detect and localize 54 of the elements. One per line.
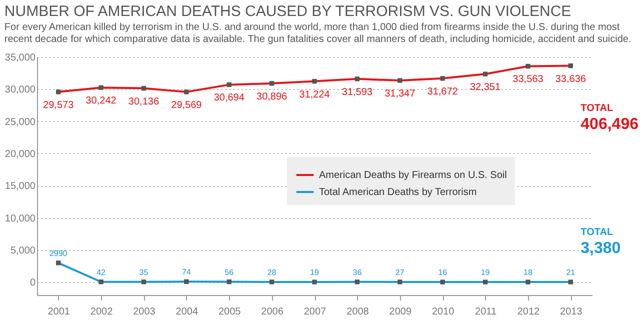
y-tick-label: 10,000 [4, 213, 36, 224]
data-label: 28 [267, 268, 277, 277]
data-label: 2990 [49, 248, 68, 258]
y-tick-label: 25,000 [4, 116, 36, 128]
data-label: 30,136 [128, 96, 160, 108]
x-tick-label: 2011 [475, 306, 497, 318]
data-label: 42 [96, 268, 106, 277]
annotation: TOTAL 3,380 [580, 227, 621, 257]
x-tick-label: 2010 [432, 306, 455, 318]
data-label: 18 [524, 268, 533, 278]
data-label: 29,569 [171, 100, 202, 111]
x-tick-label: 2007 [304, 306, 327, 318]
data-label: 56 [224, 268, 234, 277]
legend-label: American Deaths by Firearms on U.S. Soil [319, 170, 507, 181]
data-label: 32,351 [470, 82, 501, 94]
y-tick-label: 5,000 [10, 245, 36, 256]
data-label: 33,563 [512, 74, 544, 86]
y-tick-label: 20,000 [4, 148, 36, 160]
y-tick-label: 30,000 [4, 84, 36, 96]
x-tick-label: 2013 [560, 306, 583, 318]
data-label: 74 [182, 268, 192, 277]
data-label: 36 [352, 268, 362, 277]
y-tick-label: 35,000 [4, 52, 36, 64]
data-label: 31,347 [384, 88, 416, 100]
x-tick-label: 2005 [218, 306, 242, 318]
data-label: 27 [395, 268, 405, 277]
x-tick-label: 2004 [176, 306, 198, 318]
chart-title: NUMBER OF AMERICAN DEATHS CAUSED BY TERRORISM VS. GUN VIOLENCE [4, 3, 572, 20]
text: For every American killed by terrorism in the U.S. and around the world, more than 1,000 died from firearms inside the U.S. during the most [4, 22, 620, 33]
x-tick-label: 2009 [389, 306, 412, 318]
data-label: 21 [566, 268, 576, 277]
x-tick-label: 2008 [346, 306, 370, 318]
data-label: 31,593 [342, 86, 373, 98]
data-label: 31,224 [299, 89, 330, 100]
data-label: 30,896 [256, 91, 288, 102]
annotation: TOTAL 406,496 [580, 102, 639, 133]
data-label: 33,636 [555, 74, 586, 85]
legend-label: Total American Deaths by Terrorism [319, 187, 477, 198]
data-label: 19 [310, 268, 320, 278]
data-label: 35 [139, 268, 149, 277]
x-tick-label: 2003 [133, 306, 156, 318]
data-label: 30,694 [214, 92, 245, 104]
x-tick-label: 2012 [517, 306, 540, 318]
data-label: 29,573 [43, 100, 74, 111]
data-label: 31,672 [427, 86, 458, 98]
data-label: 16 [438, 268, 448, 278]
x-tick-label: 2001 [48, 306, 70, 318]
y-tick-label: 0 [30, 278, 36, 289]
data-label: 30,242 [86, 96, 117, 107]
x-tick-label: 2006 [261, 306, 284, 318]
x-tick-label: 2002 [90, 306, 114, 318]
data-label: 19 [480, 268, 490, 278]
text: recent decade for which comparative data is available. The gun fatalities cover all manners of death, including homicide, accident and suicide. [4, 34, 632, 45]
y-tick-label: 15,000 [4, 181, 36, 192]
